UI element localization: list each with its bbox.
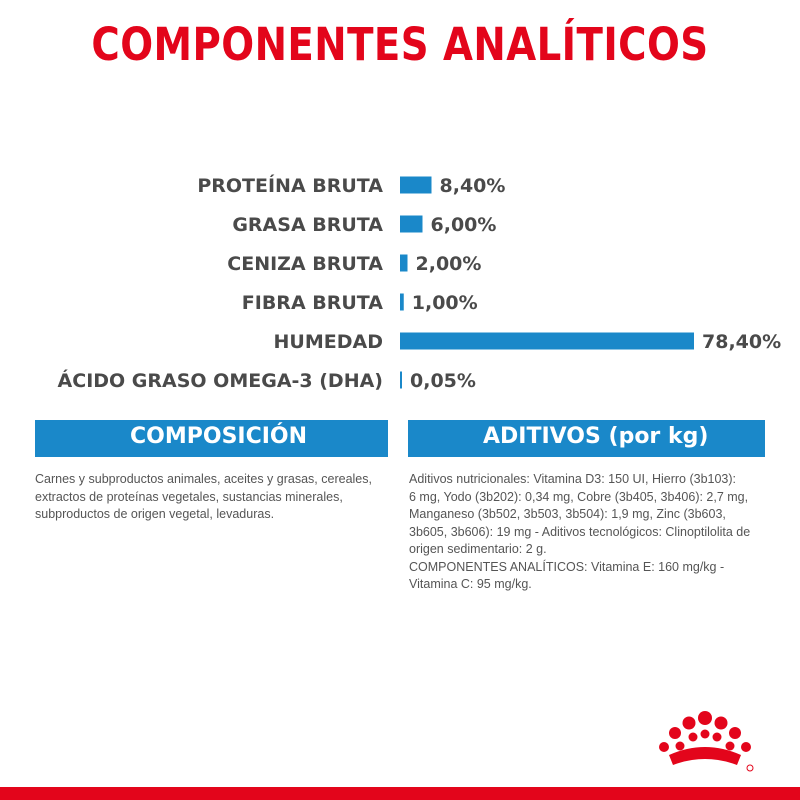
footer-red-line	[0, 787, 800, 800]
composicion-line: Carnes y subproductos animales, aceites …	[35, 472, 372, 486]
aditivos-header: ADITIVOS (por kg)	[408, 420, 765, 457]
category-label: PROTEÍNA BRUTA	[197, 174, 383, 197]
category-label: ÁCIDO GRASO OMEGA-3 (DHA)	[58, 369, 383, 392]
aditivos-line: Aditivos nutricionales: Vitamina D3: 150…	[409, 472, 737, 486]
aditivos-line: COMPONENTES ANALÍTICOS: Vitamina E: 160 …	[409, 559, 725, 574]
category-label: GRASA BRUTA	[232, 214, 383, 236]
category-label: HUMEDAD	[274, 331, 383, 353]
royal-canin-crown-icon	[659, 711, 754, 772]
aditivos-line: Vitamina C: 95 mg/kg.	[409, 577, 532, 591]
composicion-line: subproductos de origen vegetal, levadura…	[35, 507, 275, 521]
category-label: CENIZA BRUTA	[227, 253, 383, 275]
composicion-line: extractos de proteínas vegetales, sustan…	[35, 489, 343, 504]
value-label: 8,40%	[440, 175, 506, 197]
nutrient-bar-chart: PROTEÍNA BRUTA 8,40% GRASA BRUTA 6,00% CENIZ…	[58, 174, 782, 392]
value-label: 0,05%	[410, 370, 476, 392]
category-label: FIBRA BRUTA	[242, 292, 384, 314]
bar	[400, 254, 408, 272]
bar	[400, 332, 694, 350]
value-label: 78,40%	[702, 331, 781, 353]
value-label: 2,00%	[416, 253, 482, 275]
composicion-heading: COMPOSICIÓN	[130, 424, 308, 449]
composicion-text: Carnes y subproductos animales, aceites …	[35, 471, 395, 524]
value-label: 6,00%	[431, 214, 497, 236]
aditivos-line: 6 mg, Yodo (3b202): 0,34 mg, Cobre (3b40…	[409, 489, 749, 504]
bar	[400, 176, 432, 194]
aditivos-line: Manganeso (3b502, 3b503, 3b504): 1,9 mg,…	[409, 507, 726, 521]
value-label: 1,00%	[412, 292, 478, 314]
bar	[400, 293, 404, 311]
bar	[400, 215, 423, 233]
aditivos-line: origen sedimentario: 2 g.	[409, 542, 547, 556]
bar	[400, 371, 402, 389]
aditivos-line: 3b605, 3b606): 19 mg - Aditivos tecnológ…	[409, 524, 751, 539]
aditivos-text: Aditivos nutricionales: Vitamina D3: 150…	[409, 471, 789, 594]
page-title: COMPONENTES ANALÍTICOS	[91, 18, 709, 71]
aditivos-heading: ADITIVOS (por kg)	[483, 424, 709, 449]
composicion-header: COMPOSICIÓN	[35, 420, 388, 457]
